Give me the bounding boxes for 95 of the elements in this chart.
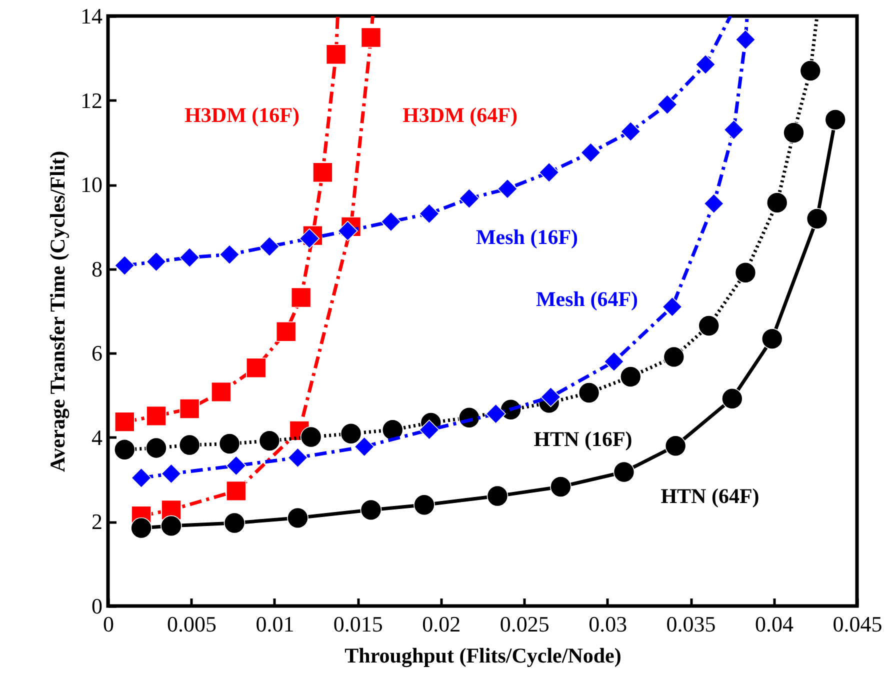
series-label: HTN (64F): [660, 484, 760, 508]
x-tick-label: 0.01: [256, 612, 294, 636]
point: [218, 433, 240, 454]
point: [695, 54, 716, 75]
point: [761, 328, 783, 350]
point: [114, 255, 135, 276]
point: [146, 406, 166, 426]
point: [246, 358, 266, 378]
point: [146, 437, 167, 459]
x-tick-label: 0.025: [500, 612, 550, 636]
x-tick-label: 0.045: [832, 612, 882, 636]
point: [580, 142, 601, 163]
point: [800, 60, 822, 82]
point: [224, 512, 246, 534]
point: [620, 121, 641, 142]
point: [724, 120, 744, 140]
y-tick-label: 10: [80, 172, 102, 198]
point: [299, 228, 320, 249]
point: [179, 398, 200, 419]
point: [604, 351, 624, 372]
point: [538, 162, 560, 182]
point: [114, 439, 136, 460]
point: [734, 262, 756, 284]
point: [114, 412, 135, 432]
point: [497, 178, 518, 199]
point: [664, 435, 686, 456]
point: [360, 27, 382, 48]
point: [657, 94, 678, 115]
series-label: Mesh (16F): [476, 225, 578, 249]
y-tick-label: 8: [92, 256, 102, 282]
point: [613, 461, 635, 483]
y-tick-label: 0: [92, 594, 102, 618]
point: [211, 382, 232, 402]
y-axis-title: Average Transfer Time (Cycles/Flit): [46, 150, 70, 472]
point: [540, 386, 561, 408]
point: [179, 247, 200, 268]
point: [276, 322, 296, 342]
x-tick-label: 0.005: [166, 612, 216, 636]
point: [219, 244, 240, 265]
point: [419, 420, 440, 440]
point: [226, 456, 246, 476]
y-tick-label: 2: [92, 509, 102, 534]
point: [414, 494, 435, 516]
point: [178, 434, 200, 456]
point: [131, 468, 152, 488]
point: [161, 464, 182, 484]
point: [698, 315, 720, 336]
y-tick-label: 4: [92, 424, 102, 450]
point: [662, 296, 682, 317]
series-label: Mesh (64F): [536, 287, 638, 311]
point: [146, 252, 166, 272]
point: [340, 423, 362, 444]
point: [620, 366, 642, 388]
y-tick-label: 6: [92, 340, 102, 366]
point: [550, 476, 572, 498]
point: [419, 204, 440, 224]
point: [459, 188, 480, 209]
point: [338, 220, 358, 242]
x-axis-title: Throughput (Flits/Cycle/Node): [344, 644, 622, 668]
y-tick-label: 12: [80, 88, 102, 113]
point: [382, 419, 404, 440]
x-tick-label: 0.015: [333, 612, 383, 636]
point: [354, 436, 374, 457]
point: [130, 517, 152, 539]
point: [259, 236, 280, 257]
series-label: HTN (16F): [534, 427, 632, 451]
point: [287, 507, 308, 529]
series-label: H3DM (64F): [402, 103, 518, 127]
point: [824, 109, 846, 130]
point: [226, 480, 246, 502]
point: [735, 29, 756, 50]
point: [160, 515, 182, 537]
point: [766, 192, 788, 214]
y-tick-label: 14: [80, 4, 102, 28]
point: [486, 485, 508, 507]
x-tick-label: 0.035: [666, 612, 716, 636]
point: [288, 448, 308, 468]
point: [300, 426, 322, 448]
point: [258, 430, 280, 452]
point: [783, 122, 804, 144]
point: [704, 193, 724, 214]
series-label: H3DM (16F): [184, 103, 300, 127]
point: [290, 287, 312, 308]
point: [663, 346, 685, 368]
point: [326, 44, 346, 64]
point: [360, 499, 382, 521]
point: [312, 162, 333, 182]
x-tick-label: 0.02: [422, 612, 461, 636]
point: [380, 212, 402, 232]
point: [486, 404, 506, 424]
point: [578, 382, 600, 404]
point: [806, 208, 828, 230]
point: [722, 388, 743, 410]
x-tick-label: 0.04: [755, 612, 794, 636]
x-tick-label: 0.03: [588, 612, 628, 636]
